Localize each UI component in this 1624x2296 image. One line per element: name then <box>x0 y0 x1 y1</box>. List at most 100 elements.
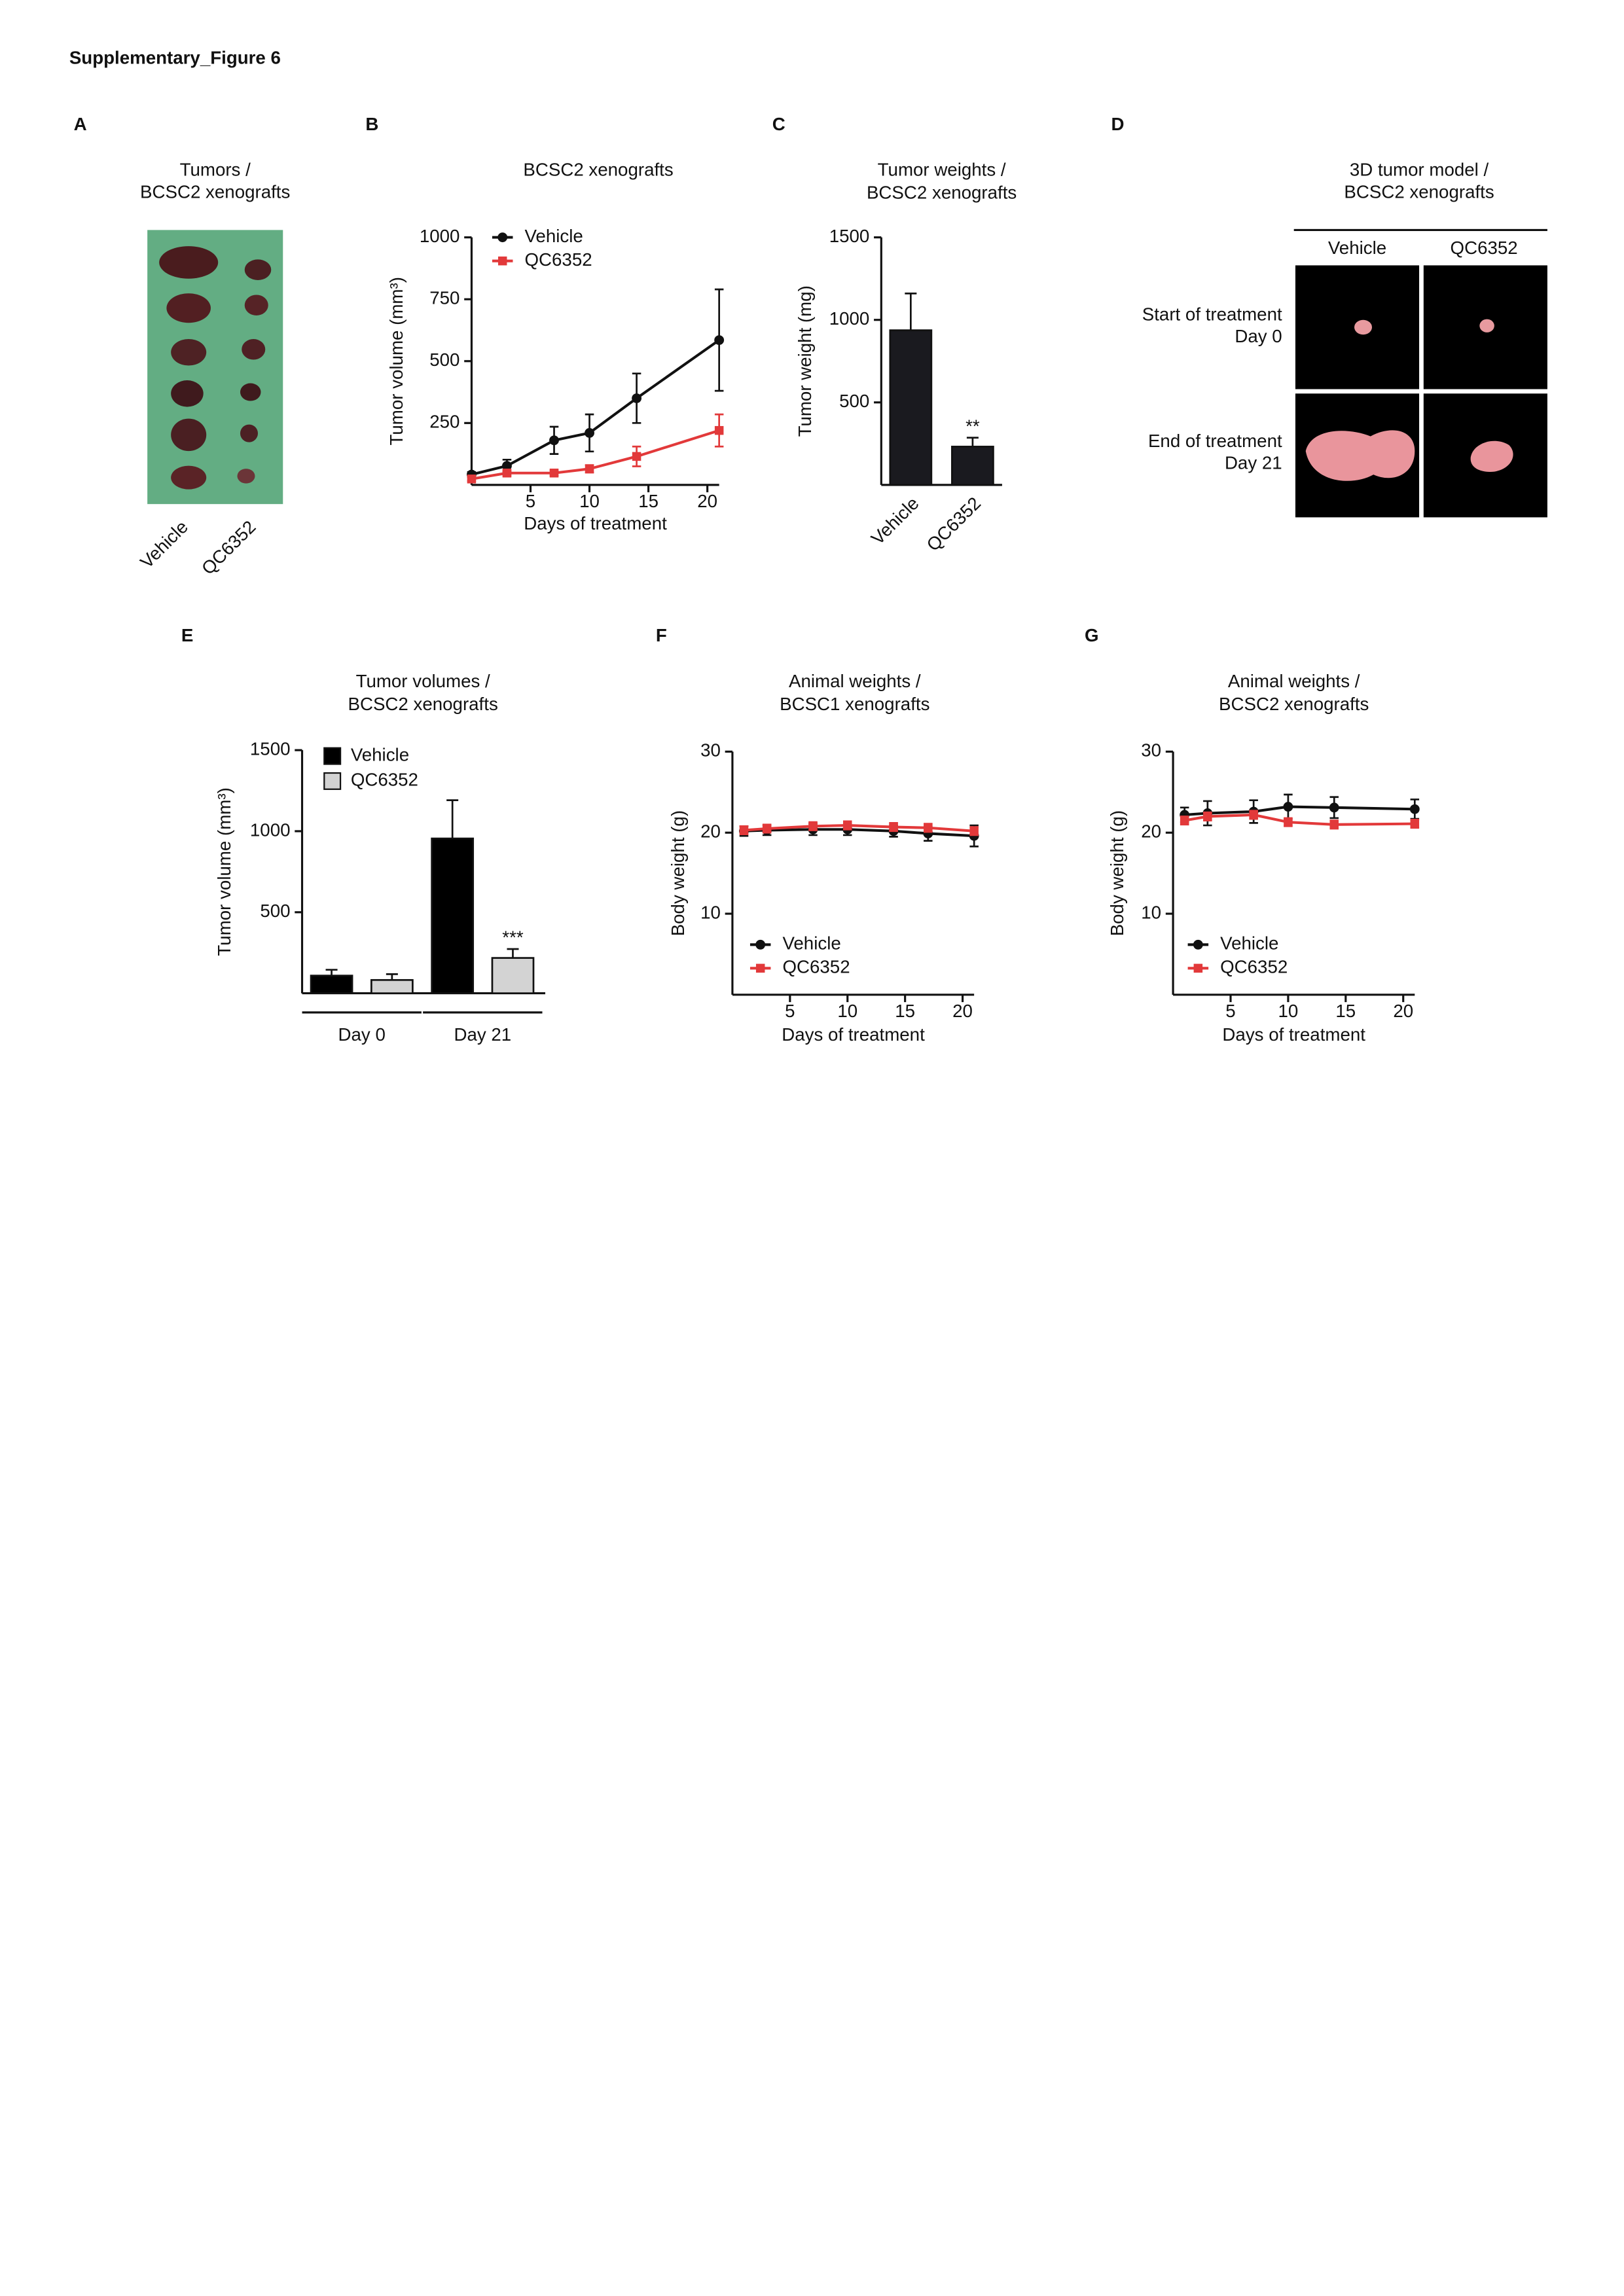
panel-letter: D <box>1111 114 1125 134</box>
panel-letter: F <box>656 625 667 645</box>
column-label: Vehicle <box>1328 238 1386 258</box>
data-point <box>1284 817 1293 827</box>
y-tick-label: 10 <box>1141 902 1161 922</box>
series-line <box>744 828 975 838</box>
legend-marker <box>497 232 508 243</box>
data-point <box>502 461 512 471</box>
data-point <box>762 824 772 833</box>
data-point <box>714 425 724 435</box>
series-line <box>1184 805 1415 816</box>
x-tick-label: 20 <box>952 1001 973 1021</box>
data-point <box>889 822 898 832</box>
chart-title: BCSC1 xenografts <box>780 694 929 714</box>
data-point <box>842 821 852 830</box>
chart-title: Tumor volumes / <box>356 671 490 691</box>
bar <box>431 837 475 994</box>
x-tick-label: Vehicle <box>867 493 923 548</box>
x-tick-label: 15 <box>638 491 659 511</box>
y-axis-label: Tumor volume (mm³) <box>214 787 234 956</box>
sample-label: Vehicle <box>136 516 192 572</box>
y-tick-label: 20 <box>1141 821 1161 842</box>
row-label: Day 21 <box>1225 453 1282 473</box>
y-tick-label: 1000 <box>829 308 870 329</box>
y-tick-label: 500 <box>429 350 460 370</box>
legend-marker <box>755 963 765 973</box>
data-point <box>1249 810 1258 819</box>
legend-label: Vehicle <box>524 226 583 246</box>
column-label: QC6352 <box>1451 238 1518 258</box>
x-axis-label: Days of treatment <box>782 1024 925 1045</box>
row-label: End of treatment <box>1148 431 1282 451</box>
data-point <box>1410 819 1420 829</box>
x-tick-label: 5 <box>1225 1001 1235 1021</box>
figure-title: Supplementary_Figure 6 <box>69 48 281 68</box>
panel-title: 3D tumor model / <box>1350 160 1489 180</box>
series-line <box>471 429 720 480</box>
x-tick-label: Day 21 <box>454 1024 511 1045</box>
x-tick-label: QC6352 <box>922 493 984 555</box>
y-tick-label: 20 <box>700 821 721 842</box>
panel-title: BCSC2 xenografts <box>1344 181 1494 202</box>
chart-title: BCSC2 xenografts <box>867 183 1017 203</box>
data-point <box>808 821 818 831</box>
y-axis-label: Body weight (g) <box>668 810 688 936</box>
legend-label: Vehicle <box>351 744 409 764</box>
panel-letter: E <box>181 625 193 645</box>
row-label: Start of treatment <box>1142 304 1282 324</box>
bar <box>491 957 535 994</box>
panel-letter: C <box>772 114 785 134</box>
panel-letter: B <box>365 114 378 134</box>
data-point <box>1180 816 1189 825</box>
x-tick-label: 5 <box>526 491 535 511</box>
data-point <box>632 452 641 461</box>
tumor-model-images <box>1295 265 1547 518</box>
data-point <box>1329 820 1339 829</box>
chart-title: Tumor weights / <box>878 160 1006 180</box>
data-point <box>714 335 725 346</box>
x-axis-label: Days of treatment <box>524 513 667 533</box>
legend-label: QC6352 <box>782 957 850 977</box>
legend-label: QC6352 <box>524 249 592 270</box>
chart-title: Animal weights / <box>1228 671 1360 691</box>
chart-title: Animal weights / <box>789 671 921 691</box>
bar <box>370 978 414 994</box>
bar <box>889 329 933 486</box>
chart-title: BCSC2 xenografts <box>348 694 497 714</box>
data-point <box>1283 802 1293 812</box>
legend-label: Vehicle <box>1220 933 1278 954</box>
data-point <box>549 468 559 478</box>
y-tick-label: 1500 <box>829 226 870 246</box>
y-tick-label: 30 <box>1141 740 1161 761</box>
data-point <box>1203 812 1212 821</box>
legend-marker <box>755 939 766 950</box>
legend-marker <box>1193 963 1203 973</box>
legend-label: Vehicle <box>782 933 840 954</box>
series-line <box>471 338 720 476</box>
y-tick-label: 1000 <box>420 226 460 246</box>
data-point <box>502 468 512 478</box>
x-tick-label: 10 <box>837 1001 857 1021</box>
panel-title: BCSC2 xenografts <box>140 181 290 202</box>
y-axis-label: Tumor weight (mg) <box>795 285 815 437</box>
data-point <box>585 464 594 474</box>
row-label: Day 0 <box>1235 326 1282 346</box>
data-point <box>739 825 749 835</box>
series-line <box>1184 813 1415 826</box>
x-tick-label: 10 <box>1278 1001 1298 1021</box>
y-tick-label: 500 <box>260 901 290 921</box>
data-point <box>1409 804 1420 814</box>
x-axis-label: Days of treatment <box>1222 1024 1365 1045</box>
legend-marker <box>497 256 507 266</box>
y-tick-label: 750 <box>429 288 460 308</box>
panel-title: Tumors / <box>180 160 251 180</box>
legend-swatch <box>323 747 342 765</box>
x-tick-label: 10 <box>579 491 600 511</box>
y-axis-label: Tumor volume (mm³) <box>386 277 406 445</box>
data-point <box>549 435 559 446</box>
legend-label: QC6352 <box>1220 957 1288 977</box>
legend-label: QC6352 <box>351 770 418 790</box>
x-tick-label: 20 <box>1393 1001 1413 1021</box>
chart-title: BCSC2 xenografts <box>523 160 673 180</box>
panel-letter: A <box>74 114 87 134</box>
